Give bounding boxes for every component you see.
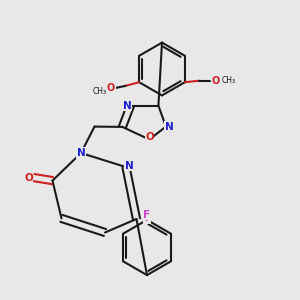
Text: N: N: [123, 100, 132, 111]
Text: CH₃: CH₃: [93, 87, 107, 96]
Text: N: N: [164, 122, 173, 132]
Text: O: O: [212, 76, 220, 86]
Text: O: O: [107, 83, 115, 93]
Text: N: N: [124, 160, 134, 171]
Text: F: F: [144, 213, 150, 224]
Text: CH₃: CH₃: [222, 76, 236, 85]
Text: O: O: [24, 172, 33, 183]
Text: O: O: [145, 131, 154, 142]
Text: F: F: [143, 209, 151, 220]
Text: N: N: [76, 148, 85, 158]
